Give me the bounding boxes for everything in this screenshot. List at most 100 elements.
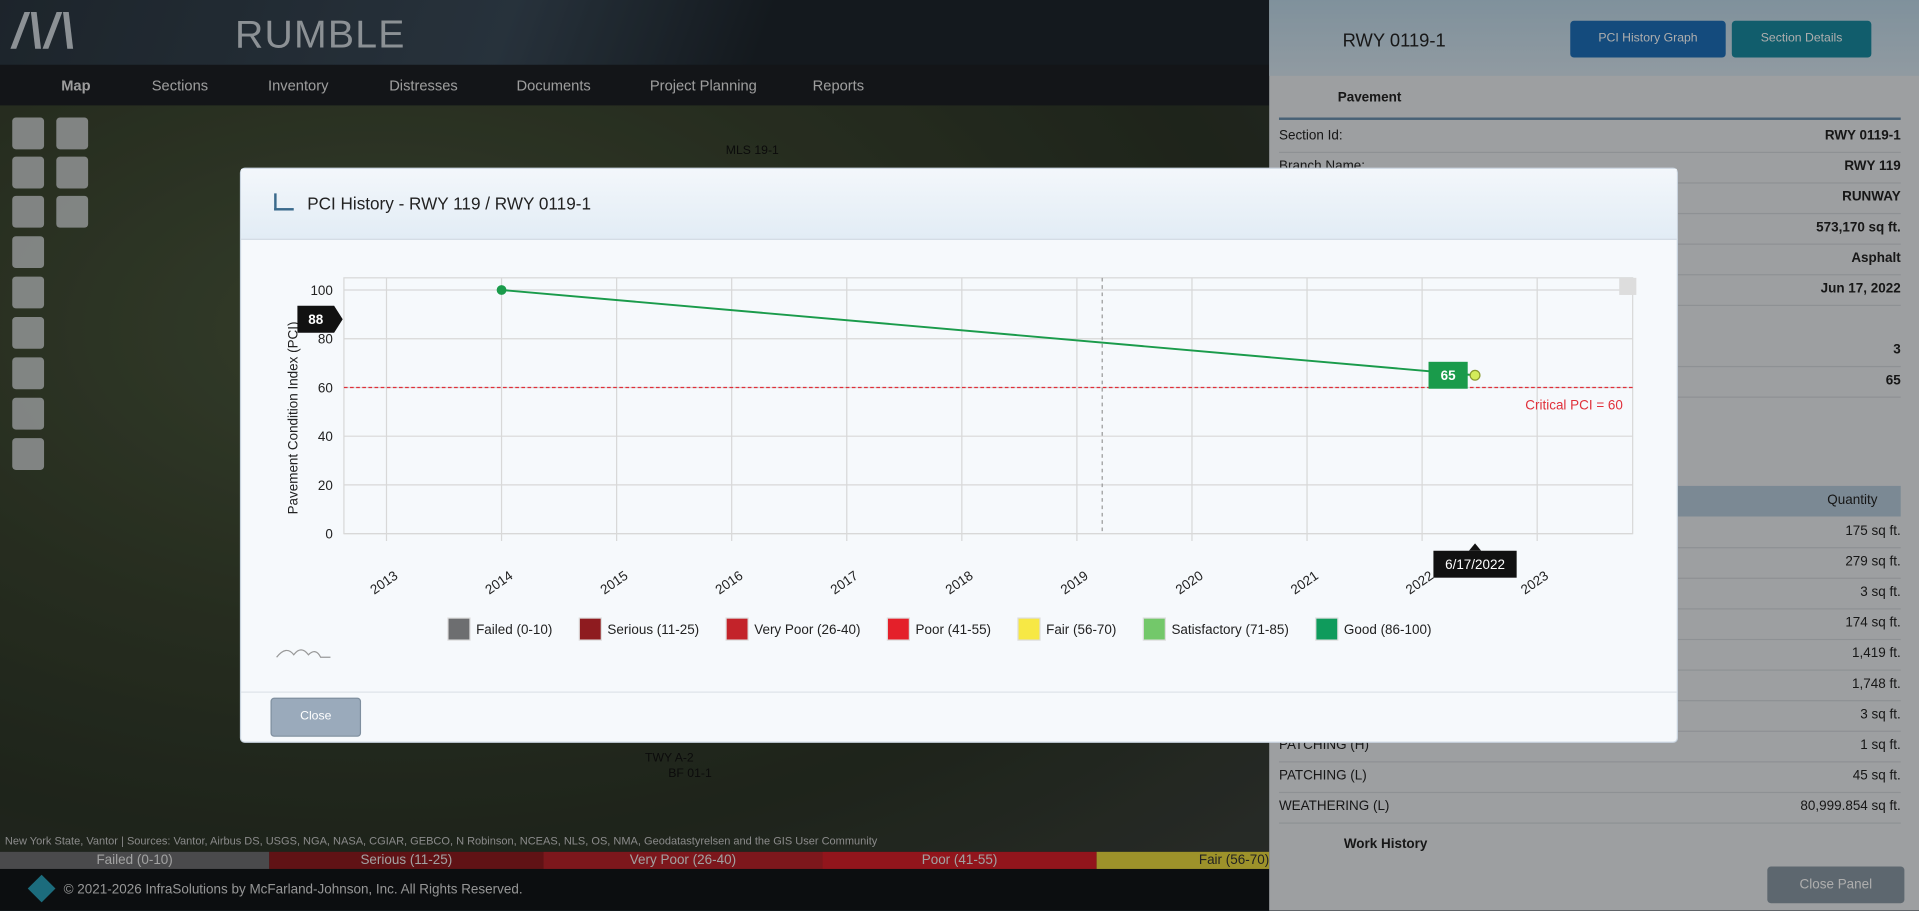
nav-item[interactable]: Distresses bbox=[389, 77, 458, 95]
tool-button[interactable] bbox=[12, 156, 45, 189]
legend-bar-item: Fair (56-70) bbox=[1096, 851, 1270, 869]
download-icon bbox=[1619, 277, 1637, 295]
legend-label: Good (86-100) bbox=[1344, 622, 1431, 637]
legend-swatch bbox=[1315, 617, 1339, 641]
crosshair-tag bbox=[297, 305, 343, 333]
field-value: RUNWAY bbox=[1842, 189, 1901, 205]
distress-quantity: 3 sq ft. bbox=[1860, 585, 1901, 600]
tool-button[interactable] bbox=[12, 397, 45, 430]
button[interactable]: PCI History Graph bbox=[1570, 20, 1726, 58]
legend-swatch bbox=[1142, 617, 1166, 641]
y-tick-label: 40 bbox=[318, 429, 333, 444]
legend-swatch bbox=[725, 617, 749, 641]
legend-bar-item: Failed (0-10) bbox=[0, 851, 270, 869]
y-tick-label: 60 bbox=[318, 380, 333, 395]
legend-swatch bbox=[447, 617, 471, 641]
x-tick-label: 2014 bbox=[482, 568, 516, 598]
crosshair-value: 88 bbox=[308, 312, 323, 327]
distress-quantity: 1 sq ft. bbox=[1860, 738, 1901, 753]
button[interactable]: Section Details bbox=[1731, 20, 1872, 58]
data-point bbox=[1469, 369, 1481, 381]
modal: PCI History - RWY 119 / RWY 0119-1 Close bbox=[239, 167, 1678, 745]
distress-row: WEATHERING (L) 80,999.854 sq ft. bbox=[1278, 792, 1901, 824]
nav-item[interactable]: Inventory bbox=[268, 77, 329, 95]
field-value: RWY 119 bbox=[1844, 159, 1901, 174]
nav-item[interactable]: Sections bbox=[151, 77, 209, 95]
legend-swatch bbox=[886, 617, 911, 641]
nav-item[interactable]: Project Planning bbox=[649, 77, 757, 95]
y-axis-label: Pavement Condition Index (PCI) bbox=[285, 321, 300, 514]
copyright: © 2021-2026 InfraSolutions by McFarland-… bbox=[63, 882, 523, 898]
distress-quantity: 279 sq ft. bbox=[1845, 554, 1901, 570]
section-title[interactable]: Work History bbox=[1343, 837, 1428, 852]
x-tick-label: 2013 bbox=[367, 568, 400, 597]
distress-quantity: 175 sq ft. bbox=[1845, 523, 1901, 539]
tool-button[interactable] bbox=[12, 236, 45, 269]
nav-item[interactable]: Map bbox=[61, 77, 91, 95]
divider bbox=[1278, 117, 1901, 120]
distress-quantity: 174 sq ft. bbox=[1845, 615, 1901, 631]
y-tick-label: 80 bbox=[318, 332, 333, 347]
date-tooltip bbox=[1433, 550, 1517, 578]
distress-quantity: 45 sq ft. bbox=[1852, 768, 1901, 784]
value-label: 65 bbox=[1441, 368, 1456, 383]
legend-label: Poor (41-55) bbox=[916, 622, 992, 637]
map-label: MLS 19-1 bbox=[725, 144, 779, 158]
nav-item[interactable]: Reports bbox=[812, 77, 865, 95]
field-row: Section Id: RWY 0119-1 bbox=[1278, 121, 1901, 153]
map-label: BF 01-1 bbox=[668, 767, 712, 781]
tool-button[interactable] bbox=[12, 276, 45, 309]
tool-button[interactable] bbox=[56, 156, 89, 189]
legend-bar-item: Serious (11-25) bbox=[269, 851, 544, 869]
section-title[interactable]: Pavement bbox=[1337, 90, 1402, 106]
legend-swatch bbox=[1017, 617, 1041, 641]
data-point bbox=[496, 285, 507, 295]
close-button[interactable]: Close bbox=[270, 697, 362, 737]
tool-button[interactable] bbox=[12, 195, 45, 228]
x-tick-label: 2017 bbox=[828, 568, 861, 597]
map-label: TWY A-2 bbox=[644, 751, 694, 765]
x-tick-label: 2023 bbox=[1518, 568, 1551, 597]
tool-button[interactable] bbox=[12, 438, 45, 470]
tool-button[interactable] bbox=[12, 117, 45, 150]
button[interactable]: Close Panel bbox=[1767, 866, 1905, 904]
tool-button[interactable] bbox=[56, 117, 89, 150]
nav-item[interactable]: Documents bbox=[516, 77, 591, 95]
tool-button[interactable] bbox=[56, 195, 89, 228]
tool-button[interactable] bbox=[12, 357, 45, 390]
distress-quantity: 1,419 ft. bbox=[1852, 646, 1901, 661]
y-tick-label: 100 bbox=[310, 283, 332, 298]
distress-name: PATCHING (L) bbox=[1278, 768, 1367, 784]
legend-label: Very Poor (26-40) bbox=[754, 622, 860, 637]
field-value: 65 bbox=[1885, 373, 1901, 388]
field-value: 3 bbox=[1893, 342, 1901, 358]
logo-mark: /\/\ bbox=[12, 4, 77, 59]
y-tick-label: 0 bbox=[325, 527, 332, 542]
date-tooltip-arrow bbox=[1468, 543, 1482, 551]
modal-footer: Close bbox=[241, 691, 1677, 745]
critical-label: Critical PCI = 60 bbox=[1525, 397, 1623, 412]
legend-bar-item: Very Poor (26-40) bbox=[543, 851, 823, 869]
chart-icon bbox=[274, 193, 294, 211]
x-tick-label: 2020 bbox=[1173, 568, 1206, 597]
x-tick-label: 2019 bbox=[1058, 568, 1091, 597]
table-header-cell: Quantity bbox=[1827, 493, 1878, 508]
distress-name: WEATHERING (L) bbox=[1278, 799, 1390, 814]
field-value: Jun 17, 2022 bbox=[1820, 281, 1901, 297]
legend-swatch bbox=[578, 617, 602, 641]
plot-frame bbox=[343, 277, 1634, 535]
nav-bar: Map Sections Inventory Distresses Docume… bbox=[0, 64, 1270, 106]
y-tick-label: 20 bbox=[318, 478, 333, 493]
chart: 0 20 40 60 80 100 2013 2014 2015 2016 2017 2018 2019… bbox=[276, 277, 1637, 658]
legend-bar-item: Poor (41-55) bbox=[822, 851, 1097, 869]
x-tick-label: 2021 bbox=[1288, 568, 1321, 597]
tool-button[interactable] bbox=[12, 316, 45, 349]
distress-quantity: 1,748 ft. bbox=[1852, 676, 1901, 692]
legend-label: Fair (56-70) bbox=[1046, 622, 1116, 637]
x-tick-label: 2016 bbox=[713, 568, 746, 597]
distress-row: PATCHING (L) 45 sq ft. bbox=[1278, 761, 1901, 794]
attribution: New York State, Vantor | Sources: Vantor… bbox=[4, 834, 878, 847]
field-value: 573,170 sq ft. bbox=[1816, 220, 1901, 235]
field-label: Section Id: bbox=[1278, 128, 1343, 144]
